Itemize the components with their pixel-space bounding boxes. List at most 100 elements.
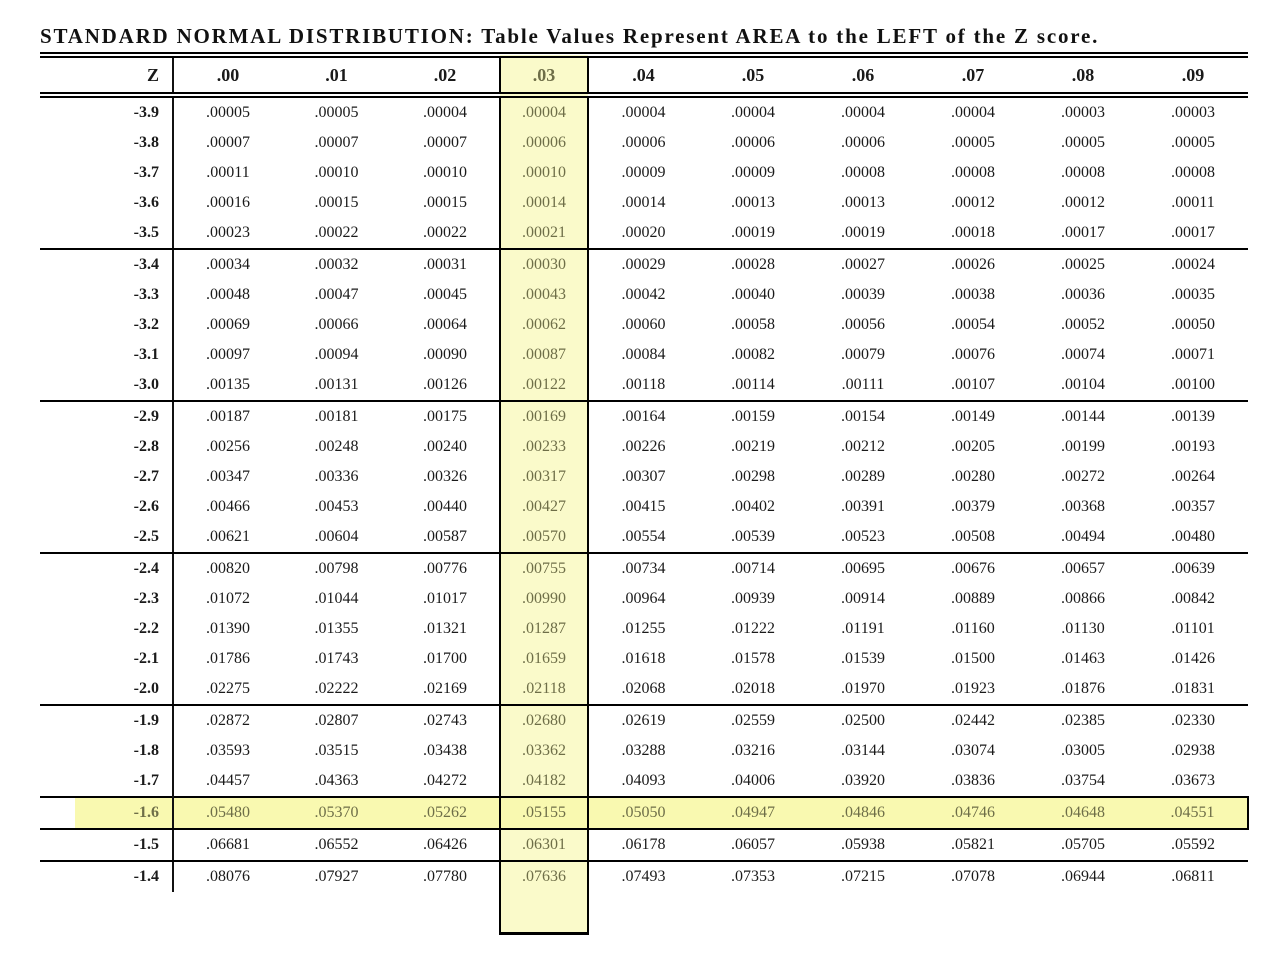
highlighted-column-cell: .00570 [499,522,589,554]
table-cell: .05705 [1028,829,1138,862]
table-cell: .04006 [731,772,775,789]
table-cell: .00466 [206,498,250,515]
table-cell: .00014 [621,194,666,211]
table-cell: .03836 [951,772,995,789]
table-cell: .01578 [731,650,775,667]
table-cell: .00347 [206,468,250,485]
table-cell: .00056 [841,316,885,333]
table-cell: .00889 [951,590,995,607]
z-table-header: Z .00.01.02.03.04.05.06.07.08.09 [40,54,1248,98]
table-cell: .00003 [1171,104,1215,121]
z-label: -2.9 [40,401,174,432]
column-header: .06 [808,55,918,98]
table-row: -3.7 .00011 .00010 .00010 .00010 .00009 .00009… [40,158,1248,188]
table-cell: .00107 [918,370,1028,402]
z-label: -2.4 [40,553,174,584]
highlighted-row-cell: .04648 [1028,796,1138,830]
table-cell: .00126 [391,370,500,402]
highlighted-column-cell: .00755 [499,553,589,584]
table-cell: .00009 [621,164,666,181]
highlighted-column-cell: .01287 [499,614,589,644]
table-cell: .00004 [841,104,885,121]
table-cell: .00523 [808,522,918,554]
table-row: -3.0.00135.00131.00126.00122.00118.00114… [40,370,1248,402]
table-cell: .00676 [951,560,995,577]
table-cell: .00007 [206,134,250,151]
table-cell: .01355 [314,620,359,637]
table-row: -2.0.02275.02222.02169.02118.02068.02018… [40,674,1248,706]
table-cell: .00326 [423,468,467,485]
table-cell: .00480 [1138,522,1248,554]
table-cell: .00508 [918,522,1028,554]
table-cell: .00013 [731,194,775,211]
table-cell: .00205 [951,438,995,455]
table-cell: .02222 [282,674,391,706]
table-cell: .06178 [588,829,698,862]
table-cell: .00256 [206,438,250,455]
table-cell: .01700 [423,650,467,667]
table-cell: .02442 [951,712,995,729]
table-cell: .00005 [951,134,995,151]
table-cell: .03920 [841,772,885,789]
table-cell: .00280 [951,468,995,485]
table-cell: .07780 [423,868,467,885]
table-cell: .00587 [391,522,500,554]
highlighted-column-cell: .01659 [499,644,589,674]
z-label: -2.5 [40,522,174,554]
table-cell: .02330 [1171,712,1215,729]
table-cell: .00012 [951,194,995,211]
table-cell: .00734 [621,560,666,577]
table-cell: .00264 [1171,468,1215,485]
table-cell: .01017 [423,590,467,607]
table-cell: .00039 [841,286,885,303]
z-label: -2.6 [40,492,174,522]
table-cell: .01426 [1171,650,1215,667]
table-cell: .00118 [588,370,698,402]
z-label: -2.8 [40,432,174,462]
table-cell: .00079 [841,346,885,363]
table-cell: .00415 [621,498,666,515]
column-header: .09 [1138,55,1248,98]
table-cell: .00212 [841,438,885,455]
table-cell: .02018 [698,674,808,706]
table-row: -3.3 .00048 .00047 .00045 .00043 .00042 .00040… [40,280,1248,310]
table-cell: .00018 [918,218,1028,250]
table-cell: .00074 [1061,346,1105,363]
table-cell: .00199 [1061,438,1105,455]
z-label: -3.4 [40,249,174,280]
table-cell: .00149 [951,408,995,425]
column-header: .08 [1028,55,1138,98]
table-cell: .07353 [731,868,775,885]
table-row: -3.6 .00016 .00015 .00015 .00014 .00014 .00013… [40,188,1248,218]
table-cell: .00008 [1171,164,1215,181]
table-cell: .00657 [1061,560,1105,577]
table-cell: .02068 [588,674,698,706]
table-row: -3.1 .00097 .00094 .00090 .00087 .00084 .00082… [40,340,1248,370]
table-cell: .00015 [423,194,467,211]
table-cell: .00031 [423,256,467,273]
table-cell: .00621 [173,522,282,554]
table-cell: .00054 [951,316,995,333]
z-column-header: Z [40,55,174,98]
highlighted-column-header: .03 [499,54,589,98]
highlight-column-extension-cell [499,892,589,935]
z-label: -1.5 [40,829,174,862]
highlighted-row-cell: .05262 [391,796,500,830]
empty-cell [1028,892,1138,934]
z-label: -1.7 [40,766,174,797]
table-cell: .00017 [1028,218,1138,250]
table-cell: .00016 [206,194,250,211]
table-cell: .00494 [1028,522,1138,554]
highlighted-row-cell: .05370 [282,796,391,830]
table-cell: .00554 [588,522,698,554]
table-cell: .00010 [423,164,467,181]
table-cell: .00135 [173,370,282,402]
table-cell: .00097 [206,346,250,363]
z-label: -2.2 [40,614,174,644]
table-cell: .02385 [1061,712,1105,729]
table-cell: .02938 [1171,742,1215,759]
table-cell: .00004 [423,104,467,121]
table-cell: .00307 [621,468,666,485]
table-row: -3.8 .00007 .00007 .00007 .00006 .00006 .00006… [40,128,1248,158]
